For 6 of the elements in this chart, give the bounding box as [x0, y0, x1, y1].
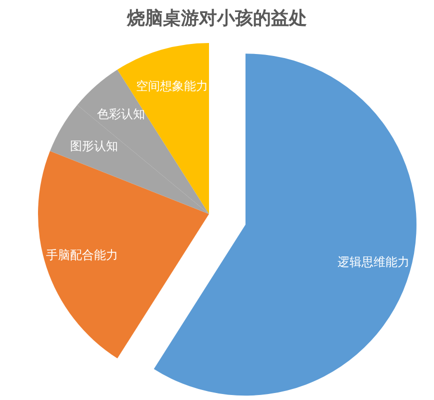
- slice-label: 逻辑思维能力: [338, 254, 410, 269]
- slice-label: 色彩认知: [96, 106, 145, 121]
- slice-label: 图形认知: [70, 139, 118, 154]
- slice-label: 手脑配合能力: [46, 248, 118, 262]
- slice-label: 空间想象能力: [136, 78, 208, 93]
- chart-title: 烧脑桌游对小孩的益处: [126, 8, 307, 29]
